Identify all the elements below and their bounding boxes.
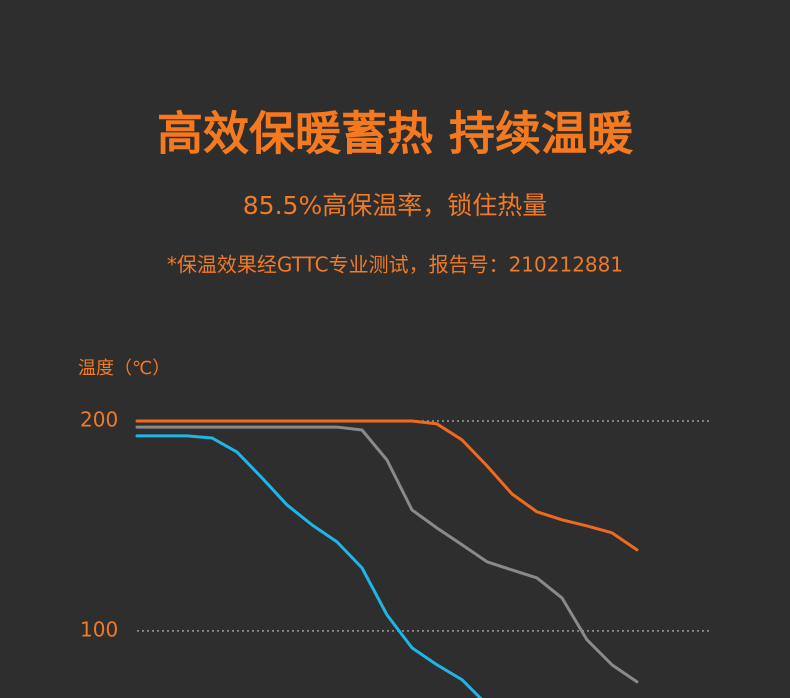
y-tick-label: 200 (80, 407, 118, 431)
y-axis-label: 温度（℃） (78, 358, 170, 379)
line (135, 425, 639, 684)
line (135, 434, 483, 698)
line (135, 419, 639, 552)
annotation: *保温效果经GTTC专业测试，报告号：210212881 (167, 253, 623, 277)
chart-title: 高效保暖蓄热 持续温暖 (157, 107, 634, 161)
y-tick-label: 100 (80, 617, 118, 641)
subtitle: 85.5%高保温率，锁住热量 (243, 191, 547, 220)
